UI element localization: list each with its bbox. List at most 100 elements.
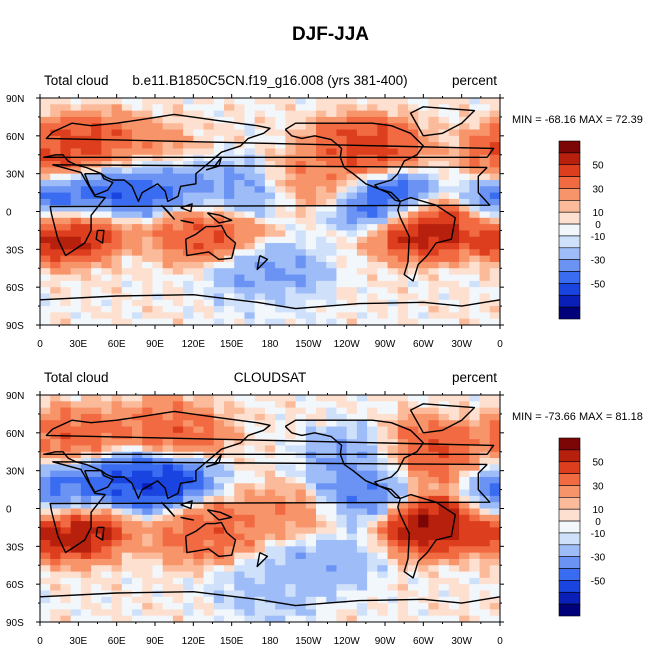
contour-cell	[213, 502, 225, 509]
contour-cell	[459, 318, 470, 326]
contour-cell	[213, 407, 225, 415]
contour-cell	[203, 123, 215, 131]
contour-cell	[397, 489, 409, 497]
contour-cell	[367, 110, 378, 118]
contour-cell	[408, 249, 419, 257]
contour-cell	[91, 464, 102, 472]
contour-cell	[479, 230, 491, 238]
contour-cell	[469, 571, 481, 579]
contour-cell	[428, 224, 440, 231]
contour-cell	[285, 142, 297, 149]
contour-cell	[397, 274, 409, 282]
contour-cell	[305, 249, 317, 257]
contour-cell	[121, 224, 133, 231]
contour-cell	[469, 274, 481, 282]
contour-cell	[438, 413, 450, 421]
contour-cell	[80, 502, 92, 509]
contour-cell	[448, 413, 460, 421]
contour-cell	[479, 98, 491, 105]
contour-cell	[459, 451, 470, 459]
contour-cell	[305, 230, 317, 238]
contour-cell	[469, 609, 481, 617]
contour-cell	[448, 198, 460, 206]
contour-cell	[377, 306, 389, 313]
contour-cell	[469, 293, 481, 301]
contour-cell	[408, 123, 419, 131]
contour-cell	[367, 445, 378, 453]
contour-cell	[70, 287, 82, 294]
contour-cell	[111, 167, 123, 175]
contour-cell	[40, 243, 51, 250]
contour-cell	[80, 98, 92, 105]
contour-cell	[111, 161, 123, 168]
contour-cell	[152, 609, 164, 617]
contour-cell	[397, 540, 409, 547]
contour-cell	[275, 577, 286, 585]
contour-cell	[213, 558, 225, 566]
contour-cell	[203, 552, 215, 560]
contour-cell	[142, 502, 153, 509]
contour-cell	[336, 558, 348, 566]
contour-cell	[418, 135, 429, 143]
contour-cell	[285, 312, 297, 320]
contour-cell	[387, 432, 399, 440]
lon-label: 0	[497, 339, 503, 350]
contour-cell	[459, 243, 470, 250]
contour-cell	[275, 306, 286, 313]
contour-cell	[438, 312, 450, 320]
contour-cell	[203, 318, 215, 326]
contour-cell	[264, 609, 276, 617]
contour-cell	[469, 565, 481, 573]
contour-cell	[50, 420, 61, 428]
contour-cell	[367, 211, 378, 219]
contour-cell	[377, 407, 389, 415]
contour-cell	[275, 230, 286, 238]
contour-cell	[305, 458, 317, 465]
contour-cell	[479, 603, 491, 610]
contour-cell	[203, 299, 215, 307]
contour-cell	[121, 464, 133, 472]
contour-cell	[408, 552, 419, 560]
contour-cell	[111, 483, 123, 491]
contour-cell	[254, 451, 266, 459]
contour-cell	[132, 261, 143, 269]
contour-cell	[162, 552, 174, 560]
contour-cell	[244, 590, 256, 598]
contour-cell	[234, 161, 245, 168]
contour-cell	[254, 426, 266, 434]
contour-cell	[162, 104, 174, 112]
colorbar-swatch	[558, 520, 581, 534]
contour-cell	[316, 527, 327, 535]
contour-cell	[80, 243, 92, 250]
contour-cell	[356, 552, 368, 560]
contour-cell	[326, 211, 337, 219]
contour-cell	[448, 464, 460, 472]
contour-cell	[80, 186, 92, 194]
contour-cell	[418, 603, 429, 610]
contour-cell	[172, 552, 184, 560]
contour-cell	[356, 280, 368, 288]
contour-cell	[101, 533, 113, 541]
contour-cell	[121, 577, 133, 585]
contour-cell	[183, 135, 194, 143]
contour-cell	[264, 123, 276, 131]
contour-cell	[203, 205, 215, 212]
contour-cell	[438, 249, 450, 257]
contour-cell	[275, 420, 286, 428]
units-label: percent	[451, 73, 497, 88]
contour-cell	[346, 558, 358, 566]
contour-cell	[50, 495, 61, 503]
contour-cell	[275, 464, 286, 472]
contour-cell	[213, 546, 225, 554]
contour-cell	[264, 558, 276, 566]
contour-cell	[305, 413, 317, 421]
variable-label: Total cloud	[44, 73, 109, 88]
contour-cell	[336, 401, 348, 409]
contour-cell	[326, 615, 337, 623]
contour-cell	[459, 186, 470, 194]
contour-cell	[326, 596, 337, 604]
contour-cell	[234, 533, 245, 541]
contour-cell	[264, 445, 276, 453]
contour-cell	[132, 192, 143, 200]
